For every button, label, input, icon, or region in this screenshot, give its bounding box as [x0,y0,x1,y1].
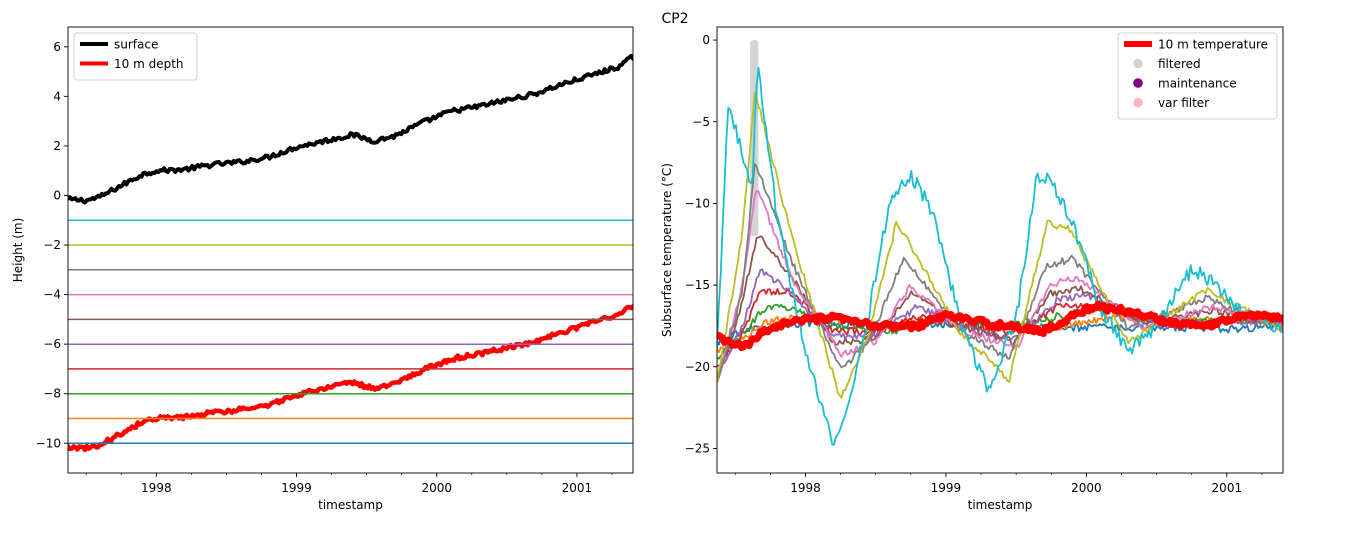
axes-frame [716,26,1284,474]
series-line-depth-9 [717,67,1283,446]
y-tick-label: −5 [692,115,710,129]
y-tick-label: −10 [685,196,710,210]
series-line-depth-8 [717,92,1283,399]
y-tick-label: 6 [53,40,61,54]
axes-frame [67,26,634,474]
series-line-surface [68,53,633,205]
y-tick-label: 4 [53,89,61,103]
legend-label: var filter [1158,96,1209,110]
y-tick-label: 2 [53,139,61,153]
x-tick-label: 2000 [1071,481,1102,495]
x-tick-label: 2000 [421,481,452,495]
x-tick-label: 1999 [931,481,962,495]
y-tick-label: 0 [702,33,710,47]
plot-area [717,40,1283,446]
y-tick-label: −10 [36,436,61,450]
left-height-chart: −10 −8 −6 −4 −2 0 2 4 6 1998 1999 2000 2001 timestamp… [11,26,634,512]
legend-label: maintenance [1158,77,1237,91]
legend-marker [1133,58,1143,69]
legend-label: 10 m depth [114,57,184,71]
legend: surface 10 m depth [73,32,198,81]
figure-title: CP2 [661,11,688,27]
x-tick-label: 1998 [141,481,172,495]
y-tick-label: −2 [43,238,61,252]
y-tick-label: 0 [53,188,61,202]
x-axis-label: timestamp [318,498,383,512]
y-tick-label: −20 [685,360,710,374]
legend: 10 m temperature filtered maintenance var f… [1117,32,1278,120]
series-line-depth-5 [717,235,1283,383]
y-tick-label: −15 [685,278,710,292]
x-tick-label: 2001 [562,481,593,495]
right-temperature-chart: −25 −20 −15 −10 −5 0 1998 1999 2000 2001 timestamp… [660,26,1284,512]
y-tick-label: −6 [43,337,61,351]
plot-area [68,53,633,453]
legend-marker [1133,97,1143,108]
series-line-10-m-temperature [717,300,1283,351]
x-tick-label: 1999 [281,481,312,495]
legend-marker [1133,78,1143,88]
y-tick-label: −4 [43,288,61,302]
legend-label: filtered [1158,57,1201,71]
legend-label: surface [114,38,158,52]
legend-label: 10 m temperature [1158,38,1268,52]
y-axis-label: Subsurface temperature (°C) [660,163,674,337]
series-line-10-m-depth [68,303,633,453]
y-axis-label: Height (m) [11,218,25,283]
y-tick-label: −8 [43,387,61,401]
x-tick-label: 2001 [1212,481,1243,495]
x-tick-label: 1998 [790,481,821,495]
y-tick-label: −25 [685,441,710,455]
legend-box [1117,32,1278,120]
x-axis-label: timestamp [968,498,1033,512]
